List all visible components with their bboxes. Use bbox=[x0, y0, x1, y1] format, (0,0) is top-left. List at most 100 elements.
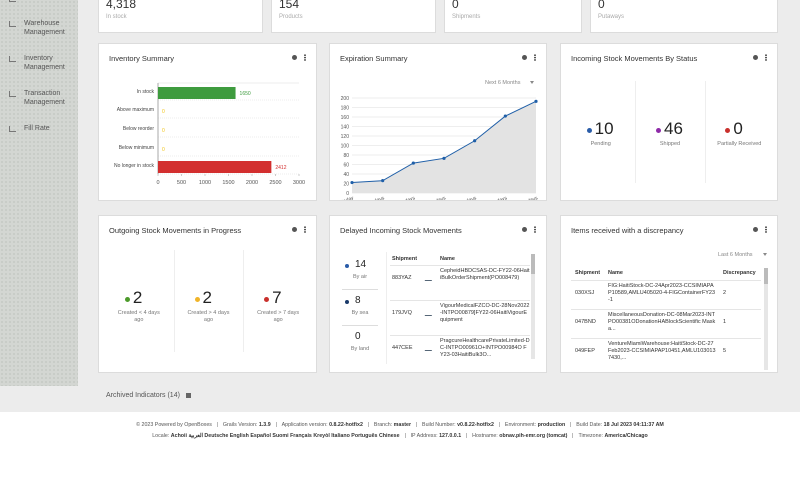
shipment-name[interactable]: FIG:HaitiStock-DC-24Apr2023-CCSIMIAPAP10… bbox=[608, 283, 716, 303]
x-tick-label: within 120 days bbox=[443, 195, 478, 201]
transport-icon bbox=[424, 276, 435, 281]
status-value: 2 bbox=[132, 288, 143, 307]
y-tick-label: 40 bbox=[343, 172, 349, 178]
widget-title: Outgoing Stock Movements in Progress bbox=[109, 226, 242, 235]
point bbox=[473, 139, 477, 143]
y-tick-label: 0 bbox=[346, 191, 349, 197]
shipment-id[interactable]: 047BND bbox=[575, 319, 596, 325]
archived-indicators[interactable]: Archived Indicators (14) bbox=[106, 392, 180, 399]
separator bbox=[466, 433, 468, 439]
menu-icon[interactable] bbox=[534, 226, 536, 233]
menu-icon[interactable] bbox=[765, 54, 767, 61]
discrepancy-count: 1 bbox=[723, 319, 727, 325]
widget-card: Expiration Summary Next 6 Months 0 20 40 60 80… bbox=[329, 43, 547, 201]
footer-value: master bbox=[393, 422, 412, 428]
separator bbox=[572, 433, 574, 439]
status-label: Created > 4 days ago bbox=[187, 310, 230, 323]
value-label: 0 bbox=[162, 109, 165, 115]
status-label: Pending bbox=[590, 141, 611, 147]
x-tick-label: 1500 bbox=[222, 180, 234, 186]
x-tick-label: 1000 bbox=[199, 180, 211, 186]
summary-label: By land bbox=[350, 346, 370, 352]
info-icon[interactable] bbox=[753, 227, 758, 232]
x-tick-label: within 180 days bbox=[504, 195, 539, 201]
divider bbox=[342, 325, 378, 326]
col-header: Discrepancy bbox=[723, 270, 756, 276]
sidebar-item[interactable]: Warehouse Management bbox=[24, 20, 65, 36]
divider bbox=[342, 289, 378, 290]
col-header: Shipment bbox=[392, 256, 418, 262]
y-tick-label: 120 bbox=[341, 134, 350, 140]
info-icon[interactable] bbox=[522, 227, 527, 232]
shipment-id[interactable]: 030XSJ bbox=[575, 290, 595, 296]
status-value: 7 bbox=[272, 288, 282, 307]
y-tick-label: 180 bbox=[341, 106, 350, 112]
stat-card: 4,318 In stock bbox=[98, 0, 263, 33]
shipment-name[interactable]: CepheidHBDCSAS-DC-FY22-06HaitiBulkOrderS… bbox=[440, 268, 530, 281]
shipment-id[interactable]: 447CEE bbox=[392, 345, 413, 351]
shipment-id[interactable]: 883YAZ bbox=[392, 275, 412, 281]
widget-title: Incoming Stock Movements By Status bbox=[571, 54, 698, 63]
sidebar-icon bbox=[9, 0, 16, 2]
point bbox=[442, 156, 446, 160]
shipment-id[interactable]: 179JVQ bbox=[392, 310, 412, 316]
x-tick-label: 2000 bbox=[246, 180, 258, 186]
x-tick-label: within 150 days bbox=[474, 195, 509, 201]
sidebar-item[interactable]: Inventory Management bbox=[24, 55, 65, 71]
info-icon[interactable] bbox=[753, 55, 758, 60]
category-label: In stock bbox=[137, 89, 155, 95]
footer-value: America/Chicago bbox=[604, 433, 648, 439]
widget-card: Inventory Summary 0 500 1000 1500 2000 2500 300… bbox=[98, 43, 317, 201]
discrepancy-count: 5 bbox=[723, 348, 727, 354]
status-value: 2 bbox=[202, 288, 212, 307]
info-icon[interactable] bbox=[292, 55, 297, 60]
shipment-name[interactable]: PragcureHealthcarePrivateLimited-DC-INTP… bbox=[440, 338, 530, 358]
status-dot bbox=[725, 128, 731, 133]
filter-dropdown[interactable]: Last 6 Months bbox=[718, 252, 753, 258]
shipment-name[interactable]: VigourMedicalFZCO-DC-28Nov2022-INTPO0087… bbox=[440, 303, 530, 323]
status-dot bbox=[194, 297, 200, 302]
footer-label: Build Date: bbox=[576, 422, 603, 428]
summary-dot bbox=[345, 264, 349, 268]
point bbox=[503, 114, 507, 118]
discrepancy-count: 2 bbox=[723, 290, 727, 296]
area bbox=[352, 101, 536, 193]
menu-icon[interactable] bbox=[534, 54, 536, 61]
menu-icon[interactable] bbox=[304, 54, 306, 61]
footer-label: Build Number: bbox=[422, 422, 456, 428]
stat-label: Putaways bbox=[598, 14, 625, 20]
menu-icon[interactable] bbox=[765, 226, 767, 233]
widget-card: Delayed Incoming Stock Movements 14 By air… bbox=[329, 215, 547, 373]
summary-value: 0 bbox=[355, 331, 361, 342]
info-icon[interactable] bbox=[522, 55, 527, 60]
footer-label: IP Address: bbox=[410, 433, 438, 439]
shipment-name[interactable]: MiscellaneousDonation-DC-08Mar2023-INTPO… bbox=[608, 312, 716, 332]
shipment-name[interactable]: VentureMiamiWarehouse:HaitiStock-DC-27Fe… bbox=[608, 341, 716, 361]
y-tick-label: 200 bbox=[341, 96, 350, 102]
stat-value: 0 bbox=[598, 0, 605, 11]
shipment-id[interactable]: 049FEP bbox=[575, 348, 595, 354]
y-tick-label: 100 bbox=[341, 144, 350, 150]
x-tick-label: 3000 bbox=[293, 180, 305, 186]
footer-value: Achoii العربية Deutsche English Español … bbox=[170, 433, 400, 439]
separator bbox=[498, 422, 500, 428]
scrollbar bbox=[764, 268, 768, 370]
sidebar-item[interactable]: Fill Rate bbox=[24, 125, 50, 132]
info-icon[interactable] bbox=[292, 227, 297, 232]
status-label: Partially Received bbox=[717, 141, 762, 147]
widget-title: Items received with a discrepancy bbox=[571, 226, 684, 235]
sidebar-icon bbox=[9, 21, 16, 27]
stat-label: In stock bbox=[106, 14, 127, 20]
footer-label: Branch: bbox=[373, 422, 393, 428]
status-dot bbox=[586, 128, 592, 133]
value-label: 0 bbox=[162, 147, 165, 153]
sidebar-item[interactable]: Transaction Management bbox=[24, 90, 65, 106]
menu-icon[interactable] bbox=[304, 226, 306, 233]
separator bbox=[404, 433, 406, 439]
sidebar-item[interactable]: Dashboard bbox=[24, 0, 74, 3]
separator bbox=[570, 422, 572, 428]
dropdown-caret bbox=[763, 253, 767, 256]
filter-dropdown[interactable]: Next 6 Months bbox=[485, 80, 521, 86]
scroll-thumb bbox=[531, 254, 535, 274]
separator bbox=[367, 422, 369, 428]
